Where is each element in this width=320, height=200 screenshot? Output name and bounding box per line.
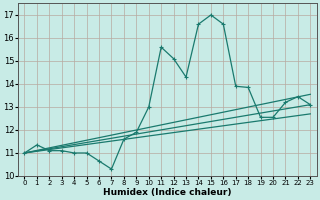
X-axis label: Humidex (Indice chaleur): Humidex (Indice chaleur) (103, 188, 232, 197)
